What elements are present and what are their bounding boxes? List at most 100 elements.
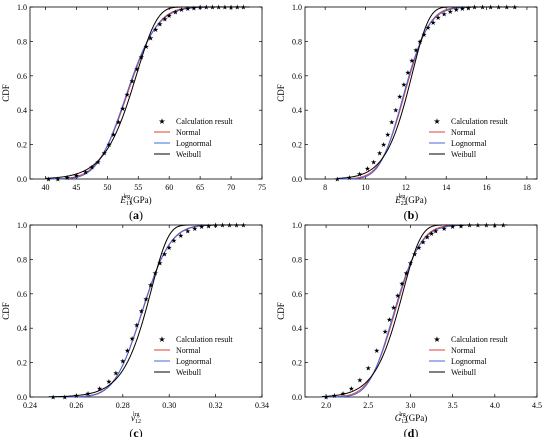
x-tick-label: 50 [103, 183, 111, 192]
legend-label: Calculation result [176, 335, 233, 344]
data-point-marker: ★ [129, 77, 135, 85]
y-tick-label: 1.0 [17, 221, 27, 230]
data-point-marker: ★ [129, 335, 135, 343]
x-label-unit: (GPa) [406, 413, 428, 423]
data-point-marker: ★ [435, 14, 441, 22]
x-tick-label: 0.28 [116, 401, 130, 410]
data-point-marker: ★ [496, 4, 502, 12]
data-point-marker: ★ [171, 237, 177, 245]
data-point-marker: ★ [428, 230, 434, 238]
data-point-marker: ★ [157, 21, 163, 29]
x-tick-label: 45 [72, 183, 80, 192]
data-point-marker: ★ [124, 91, 130, 99]
data-point-marker: ★ [233, 222, 239, 230]
data-point-marker: ★ [401, 81, 407, 89]
x-axis-label: E22lrg(GPa) [394, 194, 427, 207]
data-point-marker: ★ [385, 131, 391, 139]
series-line-weibull [45, 6, 250, 179]
data-point-marker: ★ [64, 174, 70, 182]
data-point-marker: ★ [240, 222, 246, 230]
data-point-marker: ★ [412, 251, 418, 259]
data-point-marker: ★ [178, 6, 184, 14]
data-point-marker: ★ [110, 131, 116, 139]
data-point-marker: ★ [222, 4, 228, 12]
y-tick-label: 0.6 [292, 72, 302, 81]
x-tick-label: 75 [258, 183, 266, 192]
y-tick-label: 1.0 [292, 221, 302, 230]
x-tick-label: 65 [196, 183, 204, 192]
data-point-marker: ★ [407, 259, 413, 267]
data-point-marker: ★ [471, 4, 477, 12]
data-point-marker: ★ [465, 4, 471, 12]
data-point-marker: ★ [430, 19, 436, 27]
series-line-weibull [337, 6, 517, 179]
legend-label: Lognormal [451, 357, 487, 366]
data-point-marker: ★ [166, 12, 172, 20]
data-point-marker: ★ [453, 6, 459, 14]
data-point-marker: ★ [441, 10, 447, 18]
x-tick-label: 18 [523, 183, 531, 192]
y-tick-label: 0.6 [292, 290, 302, 299]
x-tick-label: 14 [442, 183, 450, 192]
chart-panel-d: 0.0 0.2 0.4 0.6 0.8 1.0 2.0 2.5 3.0 3.5 4.0 4.5 CDF G… [276, 221, 542, 437]
data-point-marker: ★ [483, 222, 489, 230]
y-tick-label: 0.4 [292, 324, 302, 333]
data-point-marker: ★ [492, 222, 498, 230]
x-tick-label: 0.32 [209, 401, 223, 410]
y-tick-label: 0.4 [292, 106, 302, 115]
legend-star-icon: ★ [158, 335, 165, 344]
data-point-marker: ★ [152, 270, 158, 278]
x-tick-label: 16 [483, 183, 491, 192]
x-label-sup: lrg [399, 194, 406, 200]
data-point-marker: ★ [234, 4, 240, 12]
data-point-marker: ★ [166, 244, 172, 252]
data-point-marker: ★ [101, 150, 107, 158]
data-point-marker: ★ [62, 394, 68, 402]
chart-panel-c: 0.0 0.2 0.4 0.6 0.8 1.0 0.24 0.26 0.28 0.30 0.32 0.… [1, 221, 269, 437]
data-point-marker: ★ [185, 228, 191, 236]
data-point-marker: ★ [374, 347, 380, 355]
x-tick-label: 8 [323, 183, 327, 192]
x-label-sub: 12 [135, 419, 141, 425]
x-tick-label: 0.24 [23, 401, 37, 410]
plot-frame [304, 6, 538, 180]
x-tick-label: 40 [41, 183, 49, 192]
plot-frame [304, 224, 538, 398]
data-point-marker: ★ [386, 316, 392, 324]
y-tick-label: 0.2 [17, 359, 27, 368]
series-line-weibull [48, 224, 244, 398]
data-point-marker: ★ [73, 392, 79, 400]
caption-open: ( [129, 426, 133, 437]
data-point-marker: ★ [147, 282, 153, 290]
y-axis-label: CDF [276, 84, 286, 102]
series-line-lognormal [45, 6, 250, 180]
caption-letter: d [408, 426, 415, 437]
legend-label: Weibull [451, 150, 477, 159]
data-point-marker: ★ [212, 222, 218, 230]
data-point-marker: ★ [152, 26, 158, 34]
data-point-marker: ★ [487, 4, 493, 12]
x-tick-label: 2.5 [363, 401, 373, 410]
data-point-marker: ★ [205, 222, 211, 230]
caption-close: ) [414, 426, 418, 437]
data-point-marker: ★ [424, 234, 430, 242]
data-point-marker: ★ [240, 4, 246, 12]
caption-close: ) [139, 426, 143, 437]
y-axis-label: CDF [276, 302, 286, 320]
data-point-marker: ★ [381, 141, 387, 149]
data-point-marker: ★ [389, 119, 395, 127]
data-point-marker: ★ [393, 107, 399, 115]
y-tick-label: 0.2 [292, 141, 302, 150]
data-point-marker: ★ [138, 53, 144, 61]
x-tick-label: 2.0 [321, 401, 331, 410]
x-label-sub: 11 [126, 201, 132, 207]
data-point-marker: ★ [85, 390, 91, 398]
data-point-marker: ★ [365, 364, 371, 372]
x-label-sup: lrg [124, 194, 131, 200]
data-point-marker: ★ [226, 222, 232, 230]
data-point-marker: ★ [479, 4, 485, 12]
caption-letter: b [408, 208, 415, 222]
x-label-sup: lrg [399, 412, 406, 418]
x-tick-label: 3.5 [448, 401, 458, 410]
